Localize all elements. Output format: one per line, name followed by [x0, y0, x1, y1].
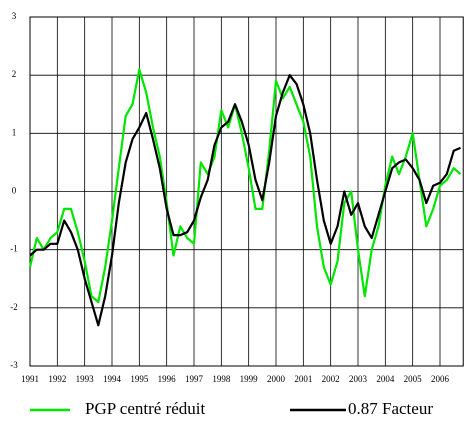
legend-label: 0.87 Facteur — [348, 399, 433, 418]
x-tick-label: 1996 — [158, 374, 177, 384]
y-tick-label: -2 — [10, 302, 18, 312]
x-tick-label: 1995 — [130, 374, 149, 384]
x-tick-label: 2005 — [404, 374, 423, 384]
x-tick-label: 1993 — [76, 374, 95, 384]
x-tick-label: 2000 — [267, 374, 286, 384]
x-tick-label: 2006 — [431, 374, 450, 384]
series-line — [29, 74, 461, 327]
x-tick-label: 1991 — [21, 374, 39, 384]
y-tick-label: 3 — [12, 11, 17, 21]
x-tick-label: 1997 — [185, 374, 204, 384]
x-tick-label: 1994 — [103, 374, 122, 384]
x-tick-label: 2003 — [349, 374, 368, 384]
y-tick-label: -1 — [10, 244, 18, 254]
y-tick-label: 1 — [12, 127, 17, 137]
x-tick-label: 1992 — [48, 374, 66, 384]
y-tick-label: 2 — [12, 69, 17, 79]
series-line — [28, 68, 462, 304]
x-tick-label: 2001 — [294, 374, 312, 384]
legend-label: PGP centré réduit — [85, 399, 206, 418]
x-tick-label: 2002 — [322, 374, 340, 384]
y-tick-label: -3 — [10, 360, 18, 370]
x-tick-label: 1998 — [212, 374, 231, 384]
y-tick-label: 0 — [12, 186, 17, 196]
x-tick-label: 2004 — [376, 374, 395, 384]
x-tick-label: 1999 — [240, 374, 259, 384]
